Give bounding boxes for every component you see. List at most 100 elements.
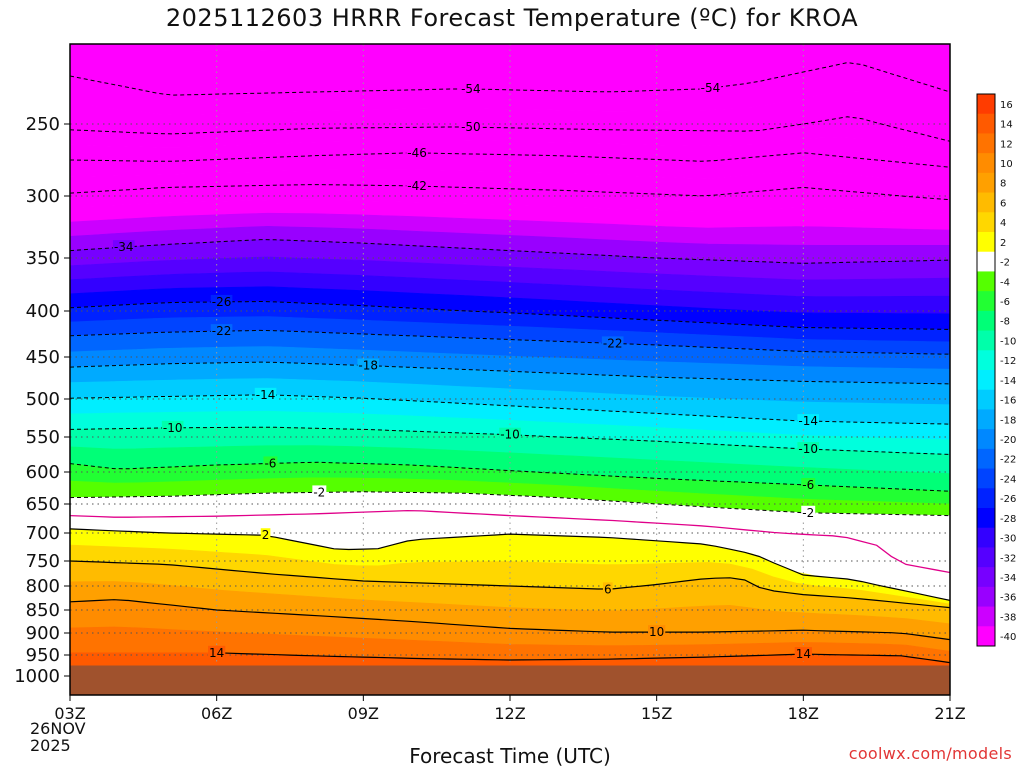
x-tick-label: 06Z xyxy=(201,704,232,723)
contour-label: -2 xyxy=(802,506,814,520)
y-tick-label: 950 xyxy=(26,645,60,666)
contour-label-bg xyxy=(460,82,482,97)
colorbar-label: -18 xyxy=(1000,415,1016,426)
colorbar-label: -22 xyxy=(1000,455,1016,466)
contour-label-bg xyxy=(648,625,666,640)
isotherm-line xyxy=(70,599,950,641)
contour-label: -42 xyxy=(407,179,427,193)
y-tick-label: 1000 xyxy=(14,666,60,687)
colorbar-segment xyxy=(977,330,995,351)
colorbar-label: -32 xyxy=(1000,553,1016,564)
contour-label-bg xyxy=(161,420,184,435)
y-tick-label: 700 xyxy=(26,523,60,544)
y-tick-label: 600 xyxy=(26,462,60,483)
temperature-band xyxy=(70,0,950,8)
colorbar-label: -24 xyxy=(1000,474,1016,485)
contour-label-bg xyxy=(312,485,327,500)
colorbar-segment xyxy=(977,547,995,568)
x-tick-label: 21Z xyxy=(934,704,965,723)
contour-label: -10 xyxy=(500,428,520,442)
contour-label: -34 xyxy=(114,240,134,254)
colorbar-segment xyxy=(977,133,995,154)
colorbar-label: 8 xyxy=(1000,179,1006,190)
contour-label: -22 xyxy=(603,336,623,350)
colorbar-segment xyxy=(977,488,995,509)
contour-label: 6 xyxy=(604,582,612,596)
colorbar-label: -26 xyxy=(1000,494,1016,505)
isotherm-line xyxy=(70,560,950,609)
contour-label: -18 xyxy=(358,359,378,373)
colorbar-segment xyxy=(977,251,995,272)
isotherm-line xyxy=(70,62,950,96)
contour-label-bg xyxy=(210,294,233,309)
colorbar-label: 6 xyxy=(1000,198,1006,209)
x-tick-label: 18Z xyxy=(788,704,819,723)
contour-label-bg xyxy=(406,145,428,160)
y-tick-label: 900 xyxy=(26,623,60,644)
colorbar-frame xyxy=(976,93,996,647)
contour-label: -10 xyxy=(163,421,183,435)
contour-label: -14 xyxy=(798,414,818,428)
x-tick-label: 15Z xyxy=(641,704,672,723)
y-tick-label: 300 xyxy=(26,186,60,207)
date-label: 26NOV 2025 xyxy=(30,720,86,754)
y-tick-label: 550 xyxy=(26,427,60,448)
colorbar-label: 4 xyxy=(1000,218,1006,229)
colorbar-segment xyxy=(977,508,995,529)
colorbar-label: 14 xyxy=(1000,120,1013,131)
contour-label-bg xyxy=(112,240,135,255)
colorbar-segment xyxy=(977,448,995,470)
colorbar-segment xyxy=(977,527,995,548)
colorbar-segment xyxy=(977,626,995,647)
colorbar-segment xyxy=(977,232,995,253)
isotherm-line xyxy=(70,509,950,574)
y-tick-label: 350 xyxy=(26,248,60,269)
colorbar-label: -38 xyxy=(1000,612,1016,623)
contour-label-bg xyxy=(210,324,233,339)
colorbar-segment xyxy=(977,192,995,213)
y-tick-label: 400 xyxy=(26,301,60,322)
colorbar-segment xyxy=(977,310,995,332)
y-tick-label: 750 xyxy=(26,551,60,572)
colorbar-label: -12 xyxy=(1000,356,1016,367)
contour-label: 2 xyxy=(262,528,270,542)
contour-label: -6 xyxy=(802,478,814,492)
colorbar-label: 12 xyxy=(1000,139,1013,150)
colorbar-label: -16 xyxy=(1000,396,1016,407)
colorbar-label: -8 xyxy=(1000,317,1010,328)
y-tick-label: 500 xyxy=(26,389,60,410)
contour-label: -46 xyxy=(407,146,427,160)
colorbar-segment xyxy=(977,291,995,312)
colorbar-label: -34 xyxy=(1000,573,1016,584)
x-axis-title: Forecast Time (UTC) xyxy=(409,744,611,768)
contour-label-bg xyxy=(601,336,624,351)
colorbar-segment xyxy=(977,586,995,608)
date-label-day: 26NOV xyxy=(30,719,86,738)
contour-label: -22 xyxy=(212,324,232,338)
contour-label-bg xyxy=(260,528,271,543)
colorbar-segment xyxy=(977,153,995,174)
contour-label-bg xyxy=(801,505,816,520)
colorbar-label: -30 xyxy=(1000,534,1016,545)
colorbar-segment xyxy=(977,567,995,588)
contour-label: -2 xyxy=(313,485,325,499)
contour-label-bg xyxy=(460,120,482,135)
contour-label: 14 xyxy=(796,647,811,661)
colorbar-label: -36 xyxy=(1000,593,1016,604)
isotherm-line xyxy=(70,528,950,601)
x-tick-label: 03Z xyxy=(54,704,85,723)
colorbar-label: 2 xyxy=(1000,238,1006,249)
contour-label: 14 xyxy=(209,646,224,660)
contour-label: 10 xyxy=(649,625,664,639)
colorbar-label: -2 xyxy=(1000,258,1010,269)
contour-label-bg xyxy=(801,478,816,493)
colorbar-segment xyxy=(977,271,995,292)
contour-label-bg xyxy=(254,387,277,402)
y-tick-label: 850 xyxy=(26,600,60,621)
contour-label-bg xyxy=(208,645,226,660)
colorbar-segment xyxy=(977,429,995,450)
y-tick-label: 800 xyxy=(26,576,60,597)
colorbar-segment xyxy=(977,370,995,391)
contour-label-bg xyxy=(602,582,613,597)
